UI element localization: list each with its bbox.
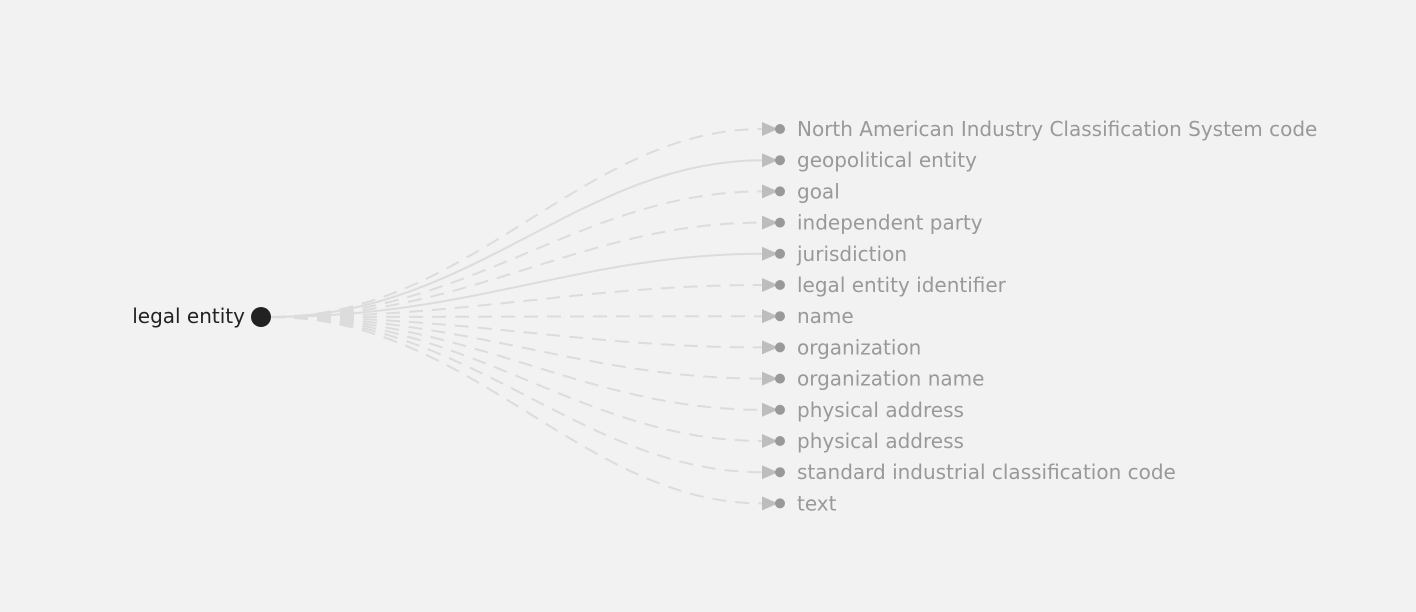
child-node-dot[interactable]	[775, 373, 785, 384]
child-node-dot[interactable]	[775, 155, 785, 166]
edge-4	[270, 252, 763, 318]
edge-9	[270, 316, 763, 411]
arrowhead-icon	[762, 278, 778, 292]
arrowhead-icon	[762, 122, 778, 136]
arrowhead-icon	[762, 246, 778, 261]
child-node-label[interactable]: physical address	[797, 429, 964, 453]
child-node-label[interactable]: physical address	[797, 398, 964, 422]
edge-3	[270, 221, 763, 318]
child-node-label[interactable]: legal entity identifier	[797, 273, 1007, 297]
edge-0	[270, 128, 763, 318]
child-node-dot[interactable]	[775, 124, 785, 134]
arrowhead-icon	[762, 309, 778, 324]
child-node-label[interactable]: jurisdiction	[796, 242, 907, 266]
child-node-dot[interactable]	[775, 498, 785, 509]
child-node-dot[interactable]	[775, 404, 785, 415]
child-node-dot[interactable]	[775, 436, 785, 446]
edge-12	[270, 316, 763, 505]
child-node-label[interactable]: organization	[797, 335, 921, 359]
root-node-dot[interactable]	[251, 307, 271, 327]
arrowhead-icon	[762, 371, 778, 386]
child-node-label[interactable]: North American Industry Classification S…	[797, 117, 1317, 141]
root-node-label[interactable]: legal entity	[132, 304, 245, 328]
child-node-dot[interactable]	[775, 280, 785, 290]
child-node-dot[interactable]	[775, 311, 785, 322]
child-node-dot[interactable]	[775, 342, 785, 353]
edge-6	[270, 315, 763, 318]
child-node-label[interactable]: name	[797, 304, 854, 328]
arrowhead-icon	[762, 434, 778, 448]
child-node-label[interactable]: text	[797, 491, 837, 515]
arrowhead-icon	[762, 215, 778, 230]
child-node-label[interactable]: independent party	[797, 211, 983, 235]
arrowhead-icon	[762, 340, 778, 355]
child-node-label[interactable]: standard industrial classification code	[797, 460, 1176, 484]
edge-7	[270, 316, 763, 349]
edges-layer	[270, 128, 763, 505]
arrowhead-icon	[762, 153, 778, 168]
nodes-layer: North American Industry Classification S…	[132, 117, 1317, 515]
arrowhead-icon	[762, 184, 778, 199]
child-node-label[interactable]: geopolitical entity	[797, 148, 977, 172]
arrowhead-icon	[762, 496, 778, 511]
edge-5	[270, 284, 763, 318]
child-node-dot[interactable]	[775, 186, 785, 197]
child-node-dot[interactable]	[775, 248, 785, 259]
edge-8	[270, 316, 763, 380]
edge-11	[270, 316, 763, 474]
child-node-label[interactable]: goal	[797, 179, 840, 203]
child-node-label[interactable]: organization name	[797, 367, 984, 391]
edge-10	[270, 316, 763, 442]
edge-1	[270, 159, 763, 318]
arrowhead-icon	[762, 402, 778, 417]
edge-2	[270, 190, 763, 318]
arrowhead-icon	[762, 465, 778, 480]
child-node-dot[interactable]	[775, 467, 785, 478]
child-node-dot[interactable]	[775, 217, 785, 228]
